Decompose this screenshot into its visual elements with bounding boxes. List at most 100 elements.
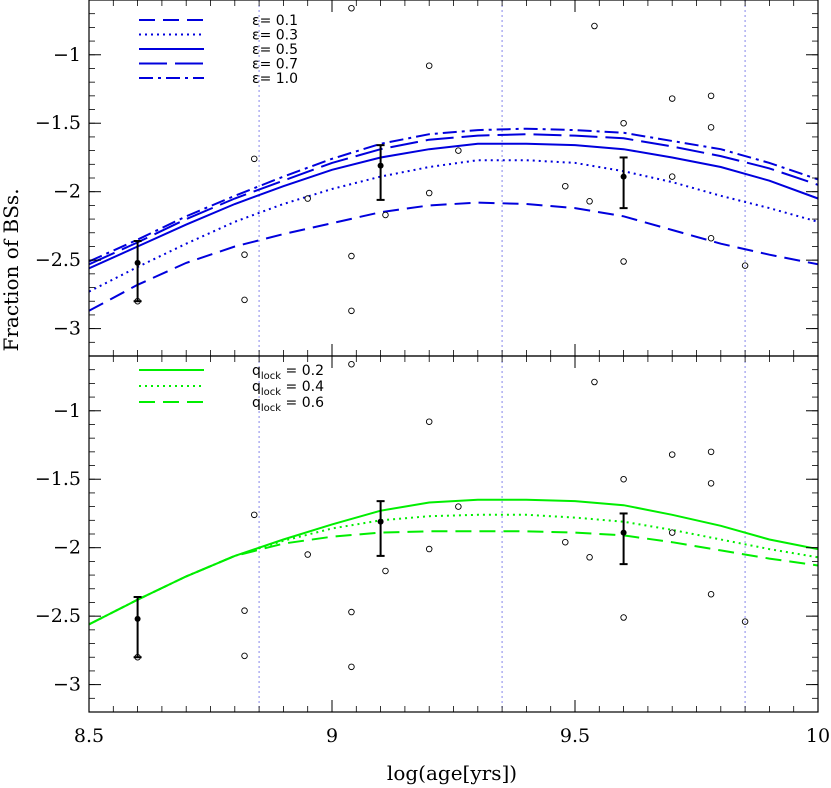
legend-label: ε= 0.3: [252, 28, 298, 44]
legend-value: = 0.1: [260, 13, 298, 29]
scatter-point: [562, 538, 569, 546]
legend-label: qlock = 0.6: [252, 395, 324, 414]
y-tick-label: −2: [53, 181, 81, 203]
observed-point: [377, 518, 384, 525]
legend-symbol: ε: [252, 57, 260, 73]
legend-symbol: ε: [252, 28, 260, 44]
scatter-points: [134, 4, 749, 315]
scatter-point: [382, 567, 389, 575]
scatter-point: [304, 551, 311, 558]
y-tick-label: −3: [53, 318, 81, 340]
scatter-point: [241, 251, 248, 258]
scatter-point: [707, 92, 715, 100]
y-tick-label: −1.5: [35, 112, 81, 134]
observed-point: [620, 173, 627, 180]
y-tick-label: −3: [53, 674, 81, 696]
scatter-point: [241, 296, 248, 304]
scatter-point: [241, 652, 248, 660]
legend-value: = 0.4: [281, 379, 324, 395]
scatter-point: [425, 62, 433, 69]
series-line-0-7: [89, 133, 818, 266]
scatter-point: [348, 608, 355, 616]
model-curves: [89, 498, 818, 626]
top-panel: −3−2.5−2−1.5−1ε= 0.1ε= 0.3ε= 0.5ε= 0.7ε=…: [35, 0, 819, 357]
scatter-point: [707, 448, 715, 456]
scatter-point: [620, 614, 627, 621]
scatter-point: [455, 147, 462, 154]
legend-value: = 0.7: [260, 57, 298, 73]
y-tick-label: −1.5: [35, 468, 81, 490]
x-tick-label: 10: [806, 725, 830, 747]
y-tick-label: −2.5: [35, 605, 81, 627]
scatter-point: [348, 307, 355, 315]
scatter-point: [425, 189, 433, 197]
x-axis-title: log(age[yrs]): [387, 761, 517, 785]
scatter-point: [586, 198, 593, 205]
legend-symbol: q: [252, 363, 261, 379]
scatter-point: [620, 475, 627, 483]
scatter-point: [591, 22, 598, 30]
series-line-0-3: [89, 159, 818, 293]
y-axis-title: Fraction of BSs.: [0, 188, 23, 351]
observed-point: [620, 529, 627, 536]
scatter-point: [562, 182, 569, 190]
x-tick-label: 9: [326, 725, 338, 747]
scatter-point: [620, 119, 627, 127]
scatter-point: [455, 503, 462, 510]
scatter-point: [707, 234, 715, 242]
scatter-point: [586, 554, 593, 561]
scatter-point: [425, 545, 433, 553]
scatter-point: [668, 529, 676, 536]
plot-frame: [88, 355, 819, 713]
x-tick-label: 9.5: [560, 725, 590, 747]
scatter-point: [668, 451, 676, 458]
scatter-point: [348, 4, 355, 12]
scatter-point: [348, 360, 355, 368]
scatter-point: [304, 195, 311, 202]
series-line-0-1: [89, 201, 818, 312]
legend-label: ε= 1.0: [252, 71, 298, 87]
series-line-0-2: [89, 498, 818, 626]
legend-symbol: ε: [252, 71, 260, 87]
legend-symbol: q: [252, 395, 261, 411]
series-line-0-5: [89, 142, 818, 270]
scatter-point: [620, 258, 627, 265]
y-tick-label: −1: [53, 44, 81, 66]
legend-label: ε= 0.5: [252, 42, 298, 58]
scatter-point: [707, 590, 715, 598]
legend-symbol: ε: [252, 13, 260, 29]
legend-subscript: lock: [261, 403, 281, 414]
scatter-point: [668, 95, 676, 102]
scatter-point: [250, 511, 258, 519]
observed-point: [134, 615, 141, 622]
legend-label: qlock = 0.2: [252, 363, 324, 382]
y-tick-label: −2: [53, 537, 81, 559]
scatter-point: [741, 618, 749, 625]
legend: ε= 0.1ε= 0.3ε= 0.5ε= 0.7ε= 1.0: [139, 13, 298, 87]
legend-symbol: ε: [252, 42, 260, 58]
scatter-point: [741, 262, 749, 269]
scatter-point: [348, 252, 355, 260]
legend-label: ε= 0.1: [252, 13, 298, 29]
legend-value: = 0.6: [281, 395, 324, 411]
legend-value: = 0.2: [281, 363, 324, 379]
scatter-point: [250, 155, 258, 163]
scatter-point: [382, 211, 389, 219]
scatter-point: [348, 663, 355, 671]
scatter-point: [591, 378, 598, 386]
y-tick-label: −2.5: [35, 249, 81, 271]
legend-label: qlock = 0.4: [252, 379, 324, 398]
scatter-point: [668, 173, 676, 180]
scatter-point: [241, 607, 248, 614]
scatter-point: [707, 480, 715, 487]
y-tick-label: −1: [53, 400, 81, 422]
series-line-1-0: [89, 127, 818, 263]
plot-frame: [88, 0, 819, 357]
x-tick-label: 8.5: [74, 725, 104, 747]
observed-point: [134, 259, 141, 266]
scatter-point: [425, 418, 433, 425]
legend-subscript: lock: [261, 387, 281, 398]
